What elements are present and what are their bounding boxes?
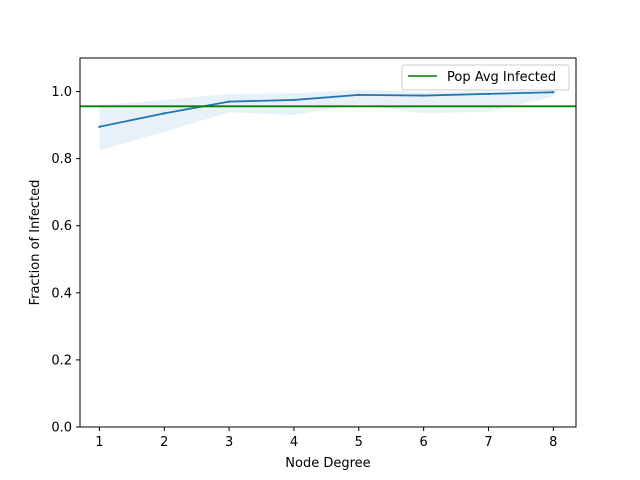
y-axis-label: Fraction of Infected	[28, 180, 43, 306]
y-tick-label: 1.0	[51, 85, 72, 100]
plot-area	[80, 89, 576, 151]
series-line	[99, 91, 554, 128]
x-tick-label: 7	[484, 435, 492, 450]
confidence-band	[99, 89, 554, 151]
x-tick-label: 6	[419, 435, 427, 450]
x-tick-label: 2	[160, 435, 168, 450]
x-tick-label: 1	[95, 435, 103, 450]
data-point	[227, 100, 231, 103]
axes: 1 2 3 4 5 6 7 8 0.0 0.2 0.4 0.6 0.8 1.0	[51, 57, 577, 450]
y-tick-label: 0.2	[51, 353, 72, 368]
data-point	[292, 98, 296, 102]
x-tick-label: 4	[290, 435, 298, 450]
x-tick-label: 3	[225, 435, 233, 450]
data-point	[552, 91, 555, 94]
data-point	[163, 112, 166, 115]
y-tick-label: 0.6	[51, 219, 72, 234]
data-point	[487, 92, 490, 96]
y-tick-label: 0.8	[51, 152, 72, 167]
data-point	[357, 93, 360, 97]
legend-box	[401, 64, 570, 91]
data-point	[422, 94, 425, 97]
x-tick-label: 8	[549, 435, 557, 450]
legend: Pop Avg Infected	[401, 64, 570, 91]
axes-frame	[79, 57, 577, 428]
y-tick-label: 0.0	[51, 421, 72, 436]
y-tick-label: 0.4	[51, 286, 72, 301]
x-tick-label: 5	[355, 435, 363, 450]
x-axis-label: Node Degree	[285, 456, 370, 471]
legend-label-pop-avg: Pop Avg Infected	[447, 70, 556, 85]
data-point	[98, 125, 101, 128]
